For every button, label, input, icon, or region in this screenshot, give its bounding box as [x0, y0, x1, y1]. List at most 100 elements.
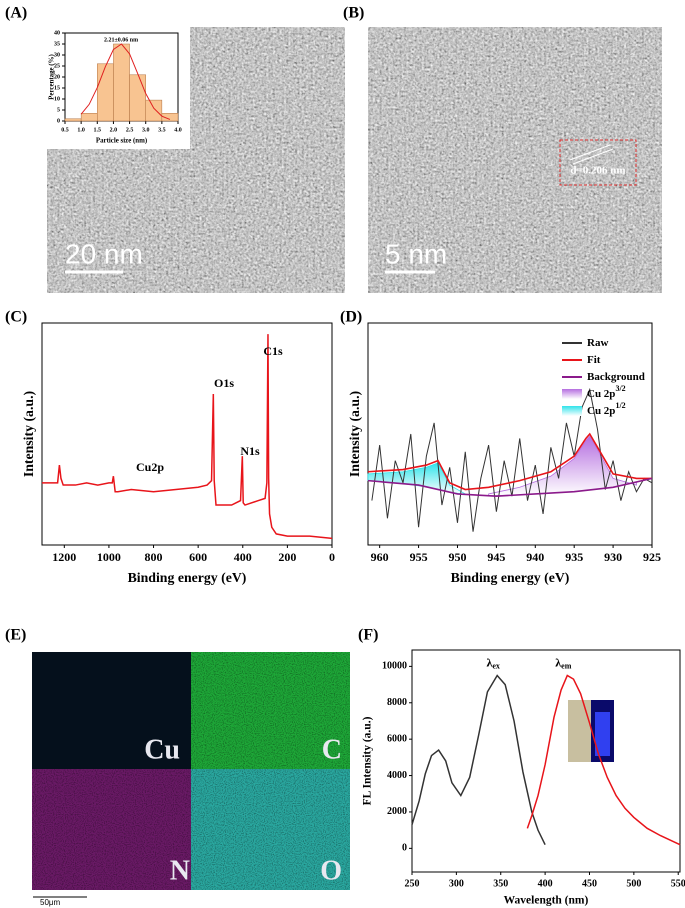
panel-label: (E) — [5, 627, 26, 644]
x-tick-label: 450 — [582, 878, 597, 889]
histogram-bar — [64, 118, 82, 122]
peak-label: Cu2p — [136, 460, 164, 474]
y-tick-label: 2000 — [387, 806, 407, 817]
series-label: λex — [486, 655, 499, 670]
plot-frame — [367, 322, 653, 546]
y-tick-label: 0 — [402, 843, 407, 854]
lattice-label: d=0.206 nm — [570, 165, 625, 177]
y-tick-label: 25 — [54, 63, 60, 69]
vial-daylight — [568, 700, 591, 762]
x-tick-label: 600 — [189, 550, 207, 564]
x-tick-label: 955 — [410, 550, 428, 564]
eds-texture — [191, 652, 350, 890]
x-tick-label: 250 — [405, 878, 420, 889]
scale-bar-label: 5 nm — [385, 238, 447, 269]
eds-element: C — [322, 734, 342, 765]
x-tick-label: 500 — [626, 878, 641, 889]
legend-label: Raw — [587, 337, 608, 349]
x-tick-label: 945 — [487, 550, 505, 564]
eds-element: N — [170, 855, 190, 886]
x-tick-label: 300 — [449, 878, 464, 889]
legend-label: Cu 2p3/2 — [587, 384, 626, 400]
legend-swatch — [562, 406, 582, 416]
y-tick-label: 4000 — [387, 770, 407, 781]
series-subscript: em — [561, 661, 572, 670]
x-tick-label: 1000 — [97, 550, 121, 564]
series-label: λem — [555, 655, 571, 670]
spectrum-line — [411, 674, 546, 846]
x-tick-label: 550 — [671, 878, 685, 889]
y-axis-label: Intensity (a.u.) — [21, 391, 37, 477]
legend-text: Raw — [587, 337, 608, 349]
x-axis-label: Particle size (nm) — [96, 137, 147, 144]
y-tick-label: 10 — [54, 96, 60, 102]
fit-curve — [80, 43, 171, 120]
y-tick-label: 30 — [54, 52, 60, 58]
histogram-bar — [129, 74, 146, 122]
histogram-bar — [145, 99, 163, 122]
x-tick-label: 800 — [145, 550, 163, 564]
panel-label: (D) — [340, 309, 362, 326]
peak-label: C1s — [263, 344, 283, 358]
legend-text: Fit — [587, 354, 601, 366]
spectrum-line — [526, 674, 681, 846]
x-tick-label: 3.5 — [158, 128, 166, 134]
eds-texture — [32, 769, 191, 890]
lattice-box — [559, 139, 637, 186]
panel-label: (C) — [5, 309, 27, 326]
x-axis-label: Binding energy (eV) — [128, 570, 247, 586]
fit-annotation: 2.21±0.06 nm — [104, 37, 138, 43]
x-tick-label: 1.5 — [94, 128, 102, 134]
legend-text: Background — [587, 371, 645, 383]
x-axis-label: Wavelength (nm) — [504, 895, 589, 907]
legend-label: Fit — [587, 354, 601, 366]
spectrum-line — [371, 387, 653, 532]
histogram-bar — [97, 63, 114, 122]
legend-label: Cu 2p1/2 — [587, 401, 626, 417]
y-axis-label: FL Intensity (a.u.) — [362, 716, 374, 805]
legend-superscript: 1/2 — [615, 401, 625, 410]
y-tick-label: 15 — [54, 85, 60, 91]
lattice-fringe — [569, 144, 611, 161]
y-axis-label: Intensity (a.u.) — [347, 391, 363, 477]
y-tick-label: 6000 — [387, 733, 407, 744]
legend-superscript: 3/2 — [615, 384, 625, 393]
eds-scale-label: 50μm — [40, 898, 61, 907]
y-tick-label: 10000 — [382, 661, 407, 672]
x-tick-label: 1.0 — [77, 128, 85, 134]
y-tick-label: 5 — [57, 107, 60, 113]
panel-label: (A) — [5, 5, 27, 22]
peak-label: O1s — [214, 376, 234, 390]
spectrum-line — [367, 477, 653, 497]
panel-label: (B) — [343, 5, 364, 22]
lattice-fringe — [572, 148, 614, 165]
eds-element: Cu — [144, 734, 180, 765]
x-tick-label: 950 — [448, 550, 466, 564]
x-tick-label: 400 — [234, 550, 252, 564]
series-subscript: ex — [492, 661, 500, 670]
series-symbol: λ — [555, 655, 561, 669]
x-tick-label: 960 — [371, 550, 389, 564]
histogram-bar — [161, 113, 179, 122]
x-tick-label: 400 — [538, 878, 553, 889]
eds-map-cu — [32, 652, 191, 769]
vial-glow — [595, 712, 610, 756]
x-tick-label: 0.5 — [61, 128, 69, 134]
spectrum-line — [367, 432, 652, 491]
plot-frame — [41, 322, 333, 546]
y-tick-label: 40 — [54, 30, 60, 36]
spectrum-line — [42, 334, 333, 540]
series-symbol: λ — [486, 655, 492, 669]
y-axis-label: Percentage (%) — [49, 54, 56, 100]
x-tick-label: 925 — [643, 550, 661, 564]
hrtem-image — [368, 27, 662, 293]
y-tick-label: 35 — [54, 41, 60, 47]
x-tick-label: 940 — [526, 550, 544, 564]
legend-text: Cu 2p — [587, 405, 615, 417]
x-tick-label: 930 — [604, 550, 622, 564]
y-tick-label: 0 — [57, 118, 60, 124]
x-tick-label: 1200 — [52, 550, 76, 564]
x-axis-label: Binding energy (eV) — [451, 570, 570, 586]
